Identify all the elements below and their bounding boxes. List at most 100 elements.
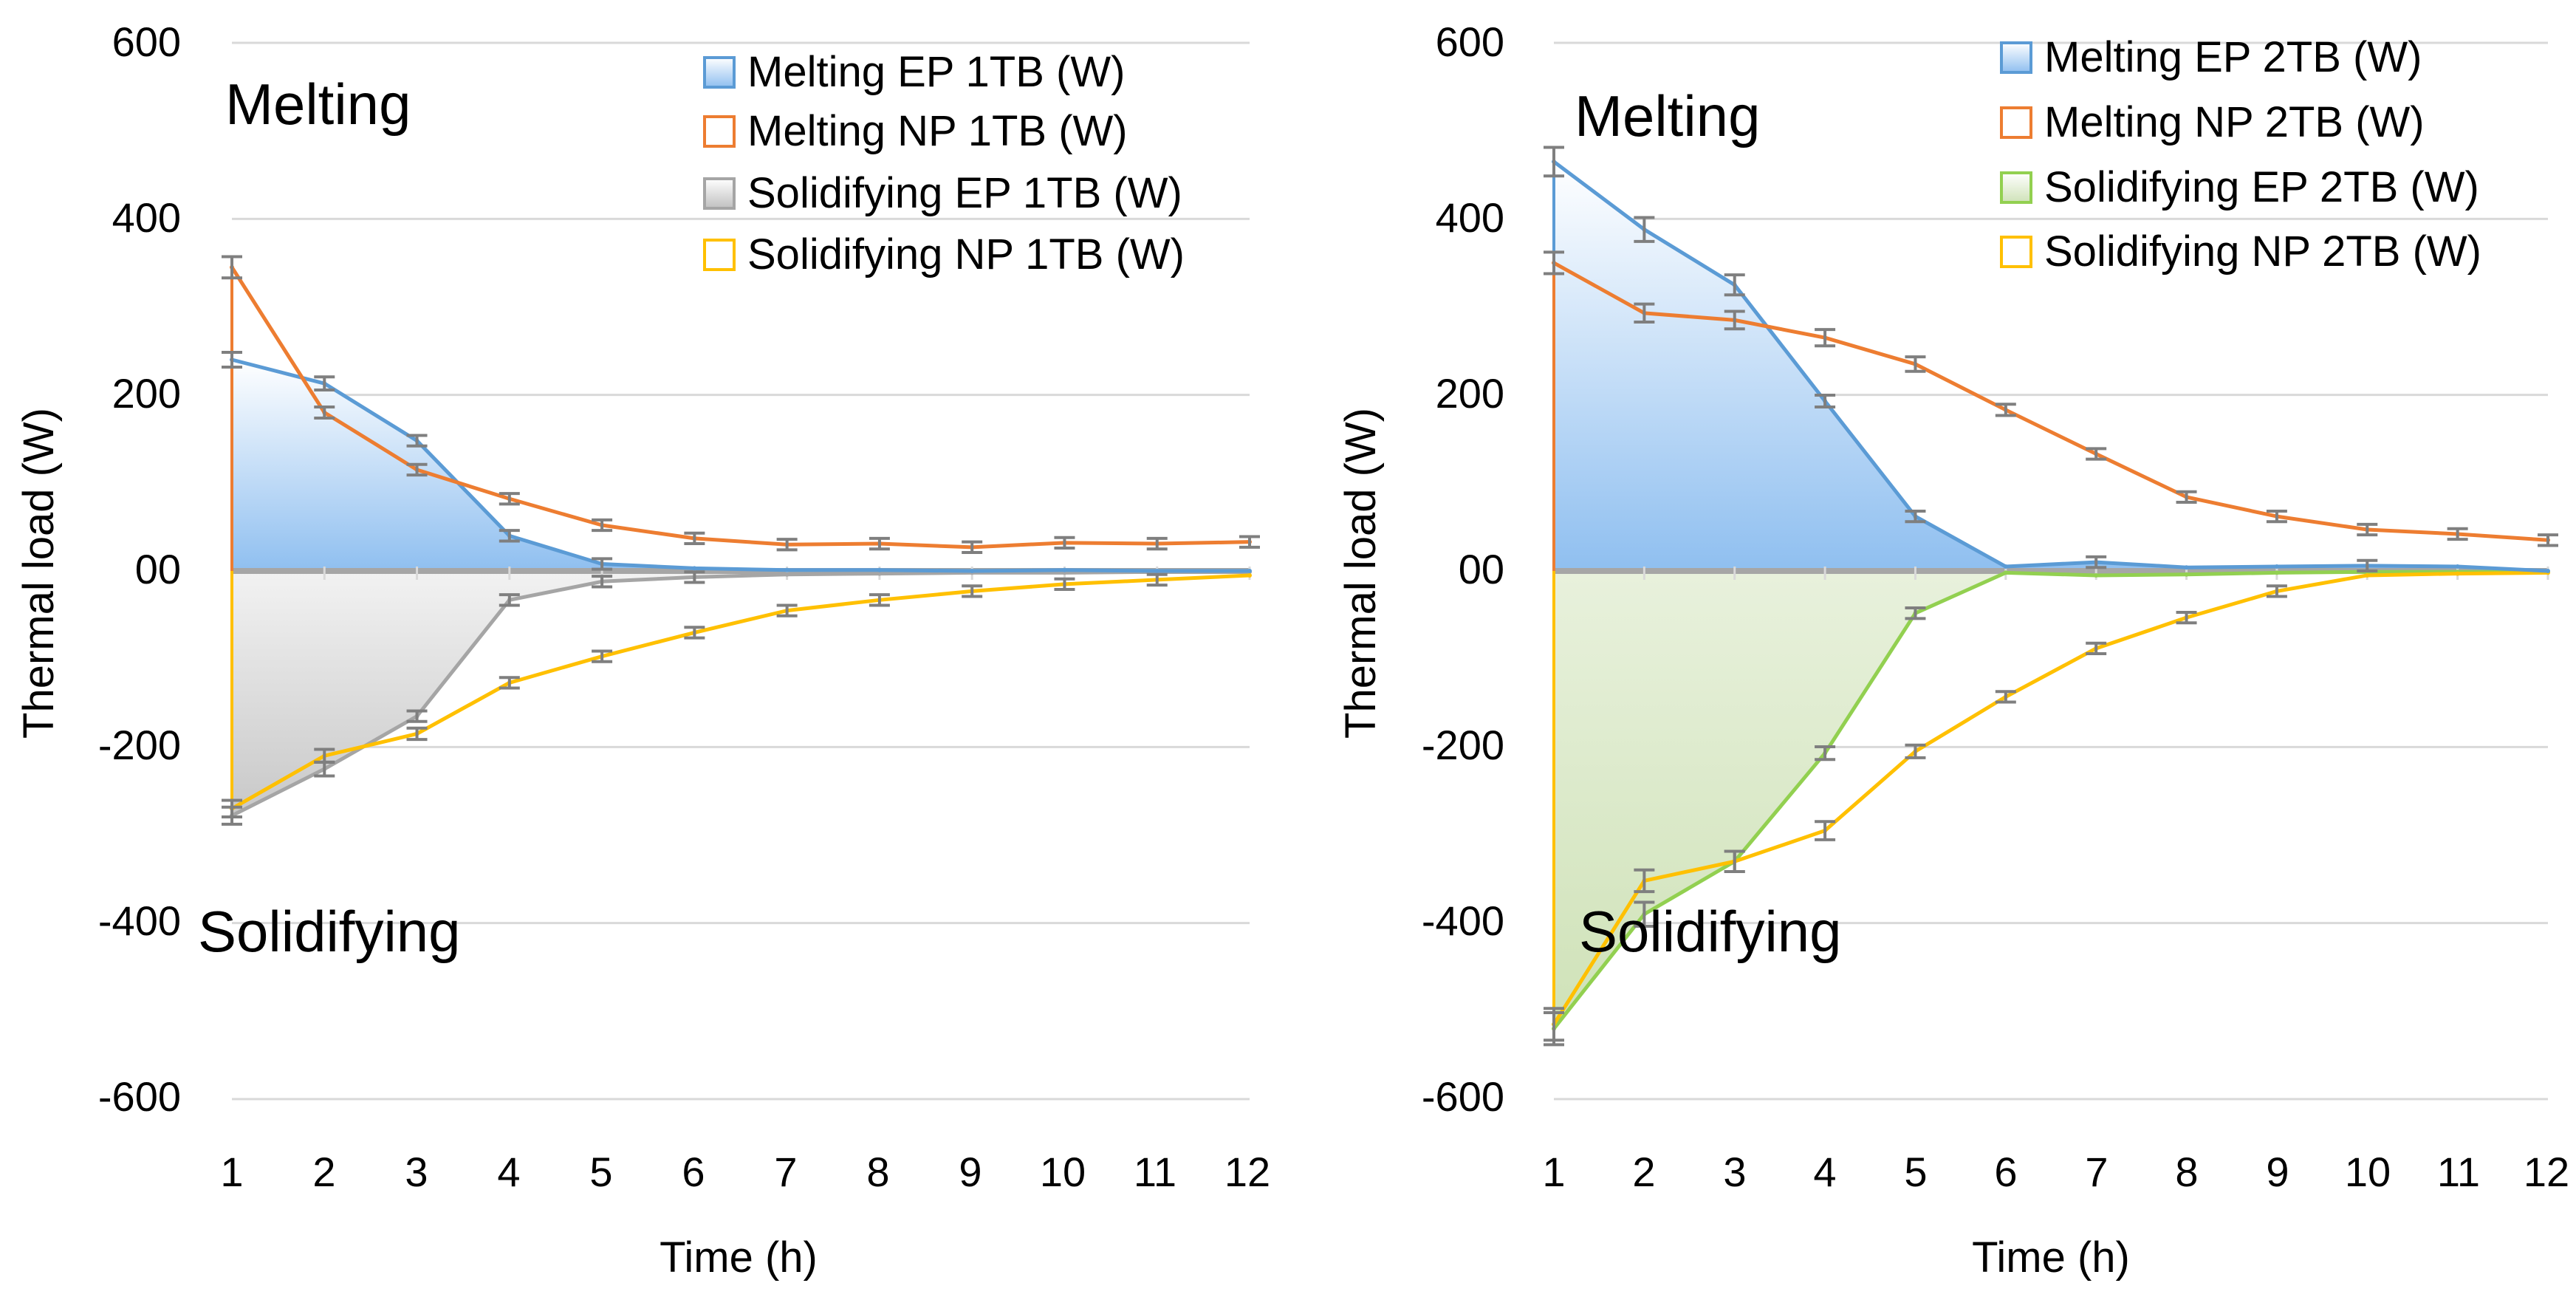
legend-swatch <box>2000 236 2032 268</box>
y-tick-label: -600 <box>1422 1073 1504 1120</box>
y-tick-label: 200 <box>112 370 181 417</box>
y-tick-label: 00 <box>135 546 181 592</box>
data-point <box>970 569 975 573</box>
y-tick-label: 400 <box>1436 194 1504 241</box>
data-point <box>877 571 882 576</box>
y-tick-label: -200 <box>98 722 181 768</box>
legend-item: Melting EP 1TB (W) <box>703 48 1125 96</box>
x-tick-label: 6 <box>1994 1149 2017 1195</box>
y-tick-label: 200 <box>1436 370 1504 417</box>
legend-label: Melting NP 2TB (W) <box>2044 98 2425 146</box>
x-tick-label: 11 <box>2437 1149 2480 1195</box>
chart-2tb: 600 400 200 00 -200 -400 -600 1 2 3 4 5 … <box>1337 18 2569 1282</box>
x-tick-label: 3 <box>1723 1149 1746 1195</box>
y-tick-label: -200 <box>1422 722 1504 768</box>
x-tick-label: 2 <box>312 1149 335 1195</box>
x-tick-label: 12 <box>1224 1149 1270 1195</box>
x-tick-labels: 1 2 3 4 5 6 7 8 9 10 11 12 <box>1542 1149 2569 1195</box>
legend-label: Solidifying NP 2TB (W) <box>2044 228 2481 276</box>
x-tick-label: 1 <box>220 1149 243 1195</box>
legend-label: Solidifying EP 1TB (W) <box>747 169 1182 217</box>
data-point <box>784 567 789 572</box>
y-tick-label: 00 <box>1459 546 1504 592</box>
x-tick-label: 9 <box>959 1149 982 1195</box>
y-tick-label: -400 <box>1422 897 1504 944</box>
legend-label: Solidifying NP 1TB (W) <box>747 230 1185 278</box>
data-point <box>2003 564 2008 569</box>
y-tick-labels: 600 400 200 00 -200 -400 -600 <box>98 18 181 1120</box>
series-lines <box>230 264 1252 818</box>
area-fill <box>232 571 1250 816</box>
x-tick-label: 4 <box>1813 1149 1836 1195</box>
x-tick-label: 8 <box>866 1149 889 1195</box>
data-point <box>877 567 882 572</box>
legend-swatch <box>2000 106 2032 139</box>
grid-lines <box>1554 41 2548 1101</box>
legend-item: Solidifying EP 1TB (W) <box>703 169 1182 217</box>
area-fill <box>232 360 1250 571</box>
legend-item: Melting NP 2TB (W) <box>2000 98 2425 146</box>
legend-swatch <box>2000 171 2032 204</box>
data-point <box>784 572 789 577</box>
x-tick-label: 11 <box>1134 1149 1176 1195</box>
annotation-melting: Melting <box>225 72 411 137</box>
x-tick-label: 10 <box>2345 1149 2391 1195</box>
legend: Melting EP 1TB (W) Melting NP 1TB (W) So… <box>703 48 1185 278</box>
x-tick-label: 10 <box>1040 1149 1086 1195</box>
legend-item: Solidifying NP 2TB (W) <box>2000 228 2481 276</box>
legend-label: Solidifying EP 2TB (W) <box>2044 163 2479 211</box>
error-bars <box>222 255 1260 826</box>
data-point <box>2094 572 2099 578</box>
x-tick-label: 5 <box>1904 1149 1927 1195</box>
x-tick-labels: 1 2 3 4 5 6 7 8 9 10 11 12 <box>220 1149 1270 1195</box>
x-tick-label: 1 <box>1542 1149 1565 1195</box>
x-axis-label: Time (h) <box>660 1234 818 1282</box>
x-tick-label: 6 <box>682 1149 705 1195</box>
series-line <box>230 569 1250 818</box>
y-tick-label: 600 <box>1436 18 1504 65</box>
data-point <box>2274 564 2279 569</box>
legend-item: Melting EP 2TB (W) <box>2000 33 2422 81</box>
series-line <box>230 573 1250 810</box>
data-point <box>1062 567 1067 572</box>
data-point <box>2455 564 2460 569</box>
series-line <box>1552 570 2549 1026</box>
annotation-solidifying: Solidifying <box>198 899 461 964</box>
data-point <box>2365 572 2370 578</box>
series-line <box>230 266 1250 550</box>
x-tick-label: 5 <box>589 1149 612 1195</box>
legend: Melting EP 2TB (W) Melting NP 2TB (W) So… <box>2000 33 2481 276</box>
annotation-melting: Melting <box>1575 83 1760 148</box>
grid-lines <box>232 41 1250 1101</box>
data-point <box>2184 572 2189 577</box>
y-axis-label: Thermal load (W) <box>15 408 63 739</box>
y-tick-label: 600 <box>112 18 181 65</box>
data-point <box>2003 570 2008 575</box>
data-point <box>2455 571 2460 576</box>
data-point <box>2274 570 2279 575</box>
series-line <box>231 358 1250 573</box>
x-tick-label: 9 <box>2266 1149 2289 1195</box>
legend-item: Melting NP 1TB (W) <box>703 107 1128 155</box>
x-tick-label: 3 <box>405 1149 428 1195</box>
legend-label: Melting NP 1TB (W) <box>747 107 1128 155</box>
legend-label: Melting EP 2TB (W) <box>2044 33 2422 81</box>
y-tick-label: -400 <box>98 897 181 944</box>
legend-item: Solidifying NP 1TB (W) <box>703 230 1185 278</box>
y-tick-label: 400 <box>112 194 181 241</box>
legend-item: Solidifying EP 2TB (W) <box>2000 163 2479 211</box>
legend-swatch <box>703 177 736 210</box>
data-point <box>692 566 697 571</box>
chart-1tb: 600 400 200 00 -200 -400 -600 1 2 3 4 5 … <box>15 18 1270 1282</box>
x-tick-label: 12 <box>2524 1149 2569 1195</box>
data-point <box>1247 569 1252 573</box>
x-tick-label: 4 <box>497 1149 520 1195</box>
data-point <box>1154 569 1159 573</box>
error-bars <box>1544 146 2558 1047</box>
series-line <box>1552 261 2549 542</box>
area-fill <box>1554 571 2548 1029</box>
x-axis-label: Time (h) <box>1972 1234 2130 1282</box>
y-tick-labels: 600 400 200 00 -200 -400 -600 <box>1422 18 1504 1120</box>
data-point <box>2184 565 2189 570</box>
